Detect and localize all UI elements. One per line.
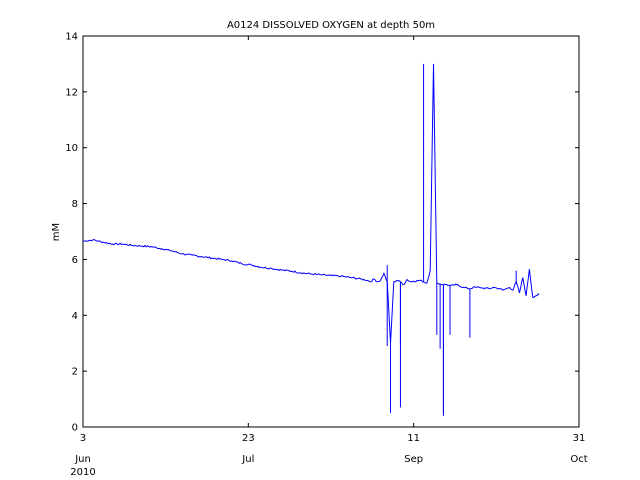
x-tick-month-label: Oct bbox=[570, 454, 587, 465]
year-label: 2010 bbox=[70, 467, 95, 478]
series-layer bbox=[82, 63, 540, 416]
x-tick-month-label: Jun bbox=[74, 454, 91, 465]
y-tick-label: 6 bbox=[72, 255, 78, 266]
x-tick-day-label: 11 bbox=[407, 433, 420, 444]
x-tick-month-label: Jul bbox=[241, 454, 254, 465]
y-axis: 0 2 4 6 8 10 12 14 bbox=[65, 32, 579, 434]
y-tick-label: 14 bbox=[65, 32, 78, 43]
plot-area-frame bbox=[82, 35, 580, 428]
y-tick-label: 2 bbox=[72, 367, 78, 378]
x-axis: 3 Jun 23 Jul 11 Sep 31 Oct bbox=[74, 36, 588, 465]
y-tick-label: 0 bbox=[72, 423, 78, 434]
y-tick-label: 8 bbox=[72, 199, 78, 210]
y-tick-label: 12 bbox=[65, 87, 78, 98]
y-axis-label: mM bbox=[51, 223, 62, 241]
y-tick-label: 10 bbox=[65, 143, 78, 154]
oxygen-series-line bbox=[82, 63, 540, 344]
x-tick-day-label: 3 bbox=[80, 433, 86, 444]
chart-title: A0124 DISSOLVED OXYGEN at depth 50m bbox=[227, 20, 435, 31]
x-tick-month-label: Sep bbox=[404, 454, 423, 465]
x-tick-day-label: 31 bbox=[573, 433, 586, 444]
y-tick-label: 4 bbox=[72, 311, 78, 322]
x-tick-day-label: 23 bbox=[242, 433, 255, 444]
